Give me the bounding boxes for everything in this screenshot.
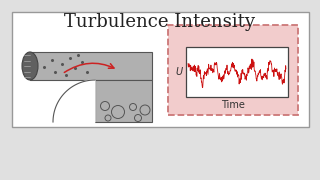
Polygon shape: [53, 80, 95, 122]
Ellipse shape: [22, 52, 38, 80]
Bar: [168, 25, 298, 115]
Bar: [95, 80, 152, 122]
Text: Turbulence Intensity: Turbulence Intensity: [65, 13, 255, 31]
Bar: [186, 47, 288, 97]
Bar: [30, 52, 152, 80]
Text: Time: Time: [221, 100, 245, 110]
Text: U: U: [175, 67, 183, 77]
Bar: [12, 12, 309, 127]
